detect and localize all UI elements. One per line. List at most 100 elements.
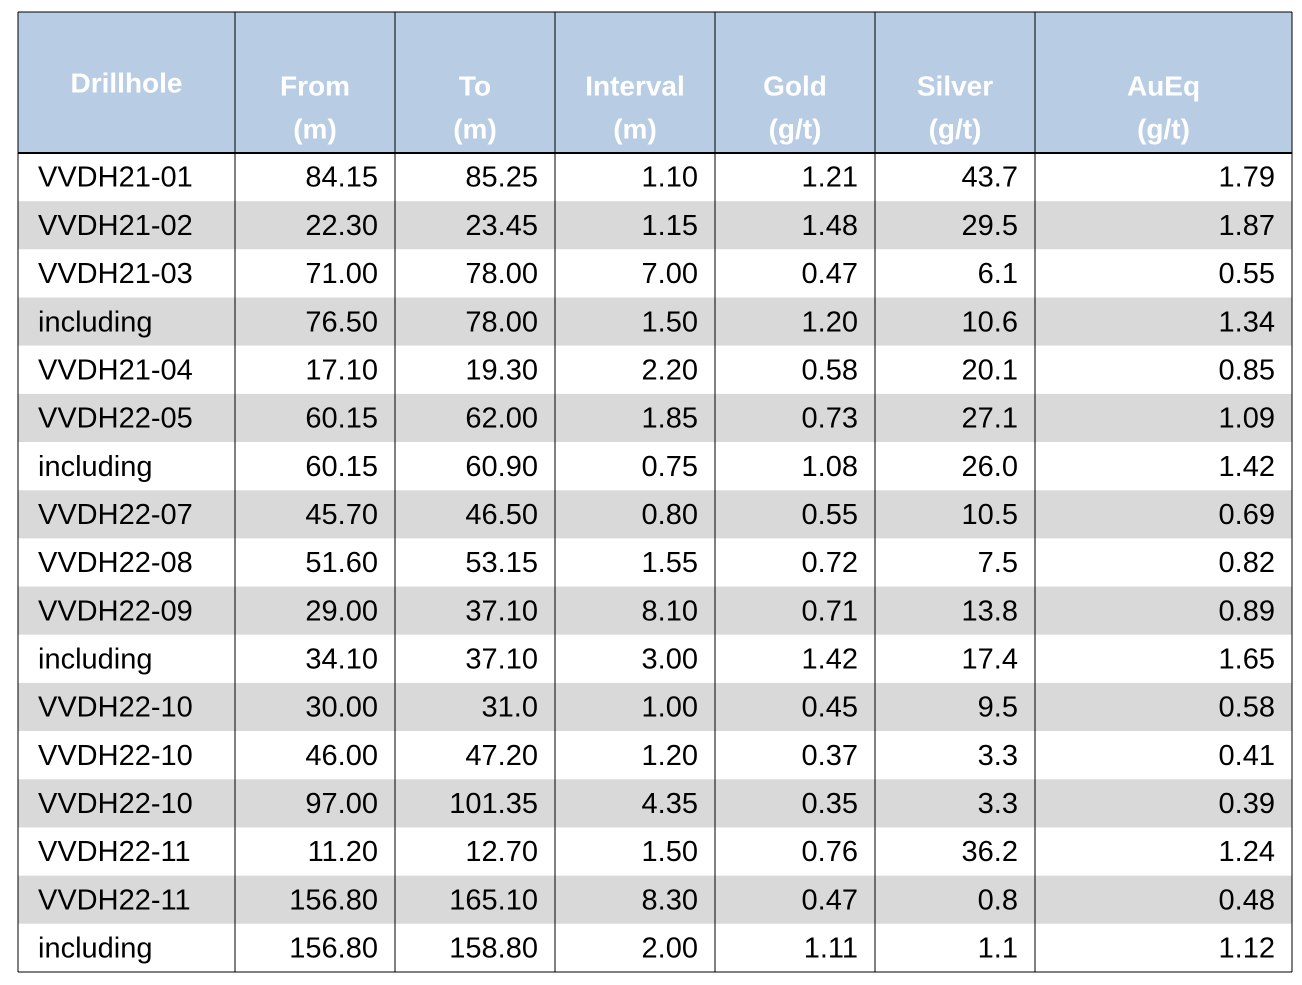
value-cell: 1.20 bbox=[802, 306, 858, 338]
value-cell: 12.70 bbox=[465, 836, 538, 868]
value-cell: 1.79 bbox=[1219, 162, 1275, 194]
value-cell: 46.00 bbox=[305, 740, 378, 772]
value-cell: 29.5 bbox=[962, 210, 1018, 242]
value-cell: 1.87 bbox=[1219, 210, 1275, 242]
row-background bbox=[18, 827, 1292, 876]
value-cell: 0.37 bbox=[802, 740, 858, 772]
value-cell: 1.24 bbox=[1219, 836, 1275, 868]
value-cell: 23.45 bbox=[465, 210, 538, 242]
value-cell: 17.10 bbox=[305, 354, 378, 386]
value-cell: 8.10 bbox=[642, 595, 698, 627]
column-header: Drillhole bbox=[70, 67, 182, 98]
value-cell: 101.35 bbox=[449, 788, 538, 820]
value-cell: 0.48 bbox=[1219, 884, 1275, 916]
value-cell: 156.80 bbox=[289, 933, 378, 965]
value-cell: 2.00 bbox=[642, 933, 698, 965]
column-header: (g/t) bbox=[929, 113, 982, 144]
value-cell: 0.58 bbox=[1219, 692, 1275, 724]
value-cell: 53.15 bbox=[465, 547, 538, 579]
row-background bbox=[18, 779, 1292, 828]
column-header: (m) bbox=[453, 113, 497, 144]
value-cell: 13.8 bbox=[962, 595, 1018, 627]
value-cell: 6.1 bbox=[978, 258, 1018, 290]
value-cell: 60.90 bbox=[465, 451, 538, 483]
row-background bbox=[18, 153, 1292, 202]
value-cell: 1.85 bbox=[642, 403, 698, 435]
drillhole-cell: including bbox=[38, 933, 152, 965]
value-cell: 78.00 bbox=[465, 306, 538, 338]
value-cell: 76.50 bbox=[305, 306, 378, 338]
row-background bbox=[18, 875, 1292, 924]
value-cell: 2.20 bbox=[642, 354, 698, 386]
value-cell: 1.12 bbox=[1219, 933, 1275, 965]
value-cell: 1.21 bbox=[802, 162, 858, 194]
row-background bbox=[18, 297, 1292, 346]
value-cell: 1.1 bbox=[978, 933, 1018, 965]
drillhole-cell: including bbox=[38, 306, 152, 338]
value-cell: 97.00 bbox=[305, 788, 378, 820]
value-cell: 0.71 bbox=[802, 595, 858, 627]
value-cell: 22.30 bbox=[305, 210, 378, 242]
column-header: (g/t) bbox=[1137, 113, 1190, 144]
value-cell: 11.20 bbox=[308, 836, 378, 868]
value-cell: 3.3 bbox=[978, 788, 1018, 820]
row-background bbox=[18, 682, 1292, 732]
value-cell: 27.1 bbox=[962, 403, 1018, 435]
row-background bbox=[18, 249, 1292, 298]
value-cell: 0.55 bbox=[802, 499, 858, 531]
value-cell: 37.10 bbox=[465, 595, 538, 627]
value-cell: 4.35 bbox=[642, 788, 698, 820]
value-cell: 3.00 bbox=[642, 644, 698, 676]
value-cell: 47.20 bbox=[465, 740, 538, 772]
row-background bbox=[18, 201, 1292, 250]
value-cell: 9.5 bbox=[978, 692, 1018, 724]
value-cell: 0.47 bbox=[802, 884, 858, 916]
drillhole-cell: VVDH22-11 bbox=[38, 836, 191, 868]
value-cell: 1.08 bbox=[802, 451, 858, 483]
value-cell: 1.00 bbox=[642, 692, 698, 724]
value-cell: 60.15 bbox=[305, 403, 378, 435]
row-background bbox=[18, 393, 1292, 443]
drillhole-cell: VVDH22-10 bbox=[38, 692, 193, 724]
drillhole-cell: VVDH22-11 bbox=[38, 884, 191, 916]
column-header: Silver bbox=[917, 70, 993, 101]
value-cell: 1.55 bbox=[642, 547, 698, 579]
value-cell: 0.58 bbox=[802, 354, 858, 386]
value-cell: 0.41 bbox=[1219, 740, 1275, 772]
drillhole-cell: VVDH22-05 bbox=[38, 403, 193, 435]
value-cell: 31.0 bbox=[482, 692, 538, 724]
value-cell: 0.76 bbox=[802, 836, 858, 868]
value-cell: 8.30 bbox=[642, 884, 698, 916]
value-cell: 17.4 bbox=[962, 644, 1018, 676]
value-cell: 1.42 bbox=[1219, 451, 1275, 483]
value-cell: 1.65 bbox=[1219, 644, 1275, 676]
value-cell: 0.35 bbox=[802, 788, 858, 820]
column-header: AuEq bbox=[1127, 70, 1200, 101]
drillhole-cell: VVDH22-08 bbox=[38, 547, 193, 579]
value-cell: 10.6 bbox=[962, 306, 1018, 338]
value-cell: 36.2 bbox=[962, 836, 1018, 868]
value-cell: 0.80 bbox=[642, 499, 698, 531]
row-background bbox=[18, 731, 1292, 780]
value-cell: 1.50 bbox=[642, 836, 698, 868]
value-cell: 3.3 bbox=[978, 740, 1018, 772]
value-cell: 1.48 bbox=[802, 210, 858, 242]
drillhole-cell: VVDH21-01 bbox=[38, 162, 193, 194]
drillhole-cell: including bbox=[38, 644, 152, 676]
value-cell: 85.25 bbox=[465, 162, 538, 194]
value-cell: 0.45 bbox=[802, 692, 858, 724]
value-cell: 1.10 bbox=[642, 162, 698, 194]
value-cell: 158.80 bbox=[449, 933, 538, 965]
drillhole-cell: including bbox=[38, 451, 152, 483]
value-cell: 37.10 bbox=[465, 644, 538, 676]
value-cell: 0.89 bbox=[1219, 595, 1275, 627]
value-cell: 20.1 bbox=[962, 354, 1018, 386]
value-cell: 0.82 bbox=[1219, 547, 1275, 579]
value-cell: 7.5 bbox=[978, 547, 1018, 579]
drillhole-cell: VVDH22-09 bbox=[38, 595, 193, 627]
value-cell: 1.34 bbox=[1219, 306, 1275, 338]
value-cell: 0.85 bbox=[1219, 354, 1275, 386]
drillhole-cell: VVDH22-10 bbox=[38, 788, 193, 820]
drillhole-cell: VVDH21-02 bbox=[38, 210, 193, 242]
